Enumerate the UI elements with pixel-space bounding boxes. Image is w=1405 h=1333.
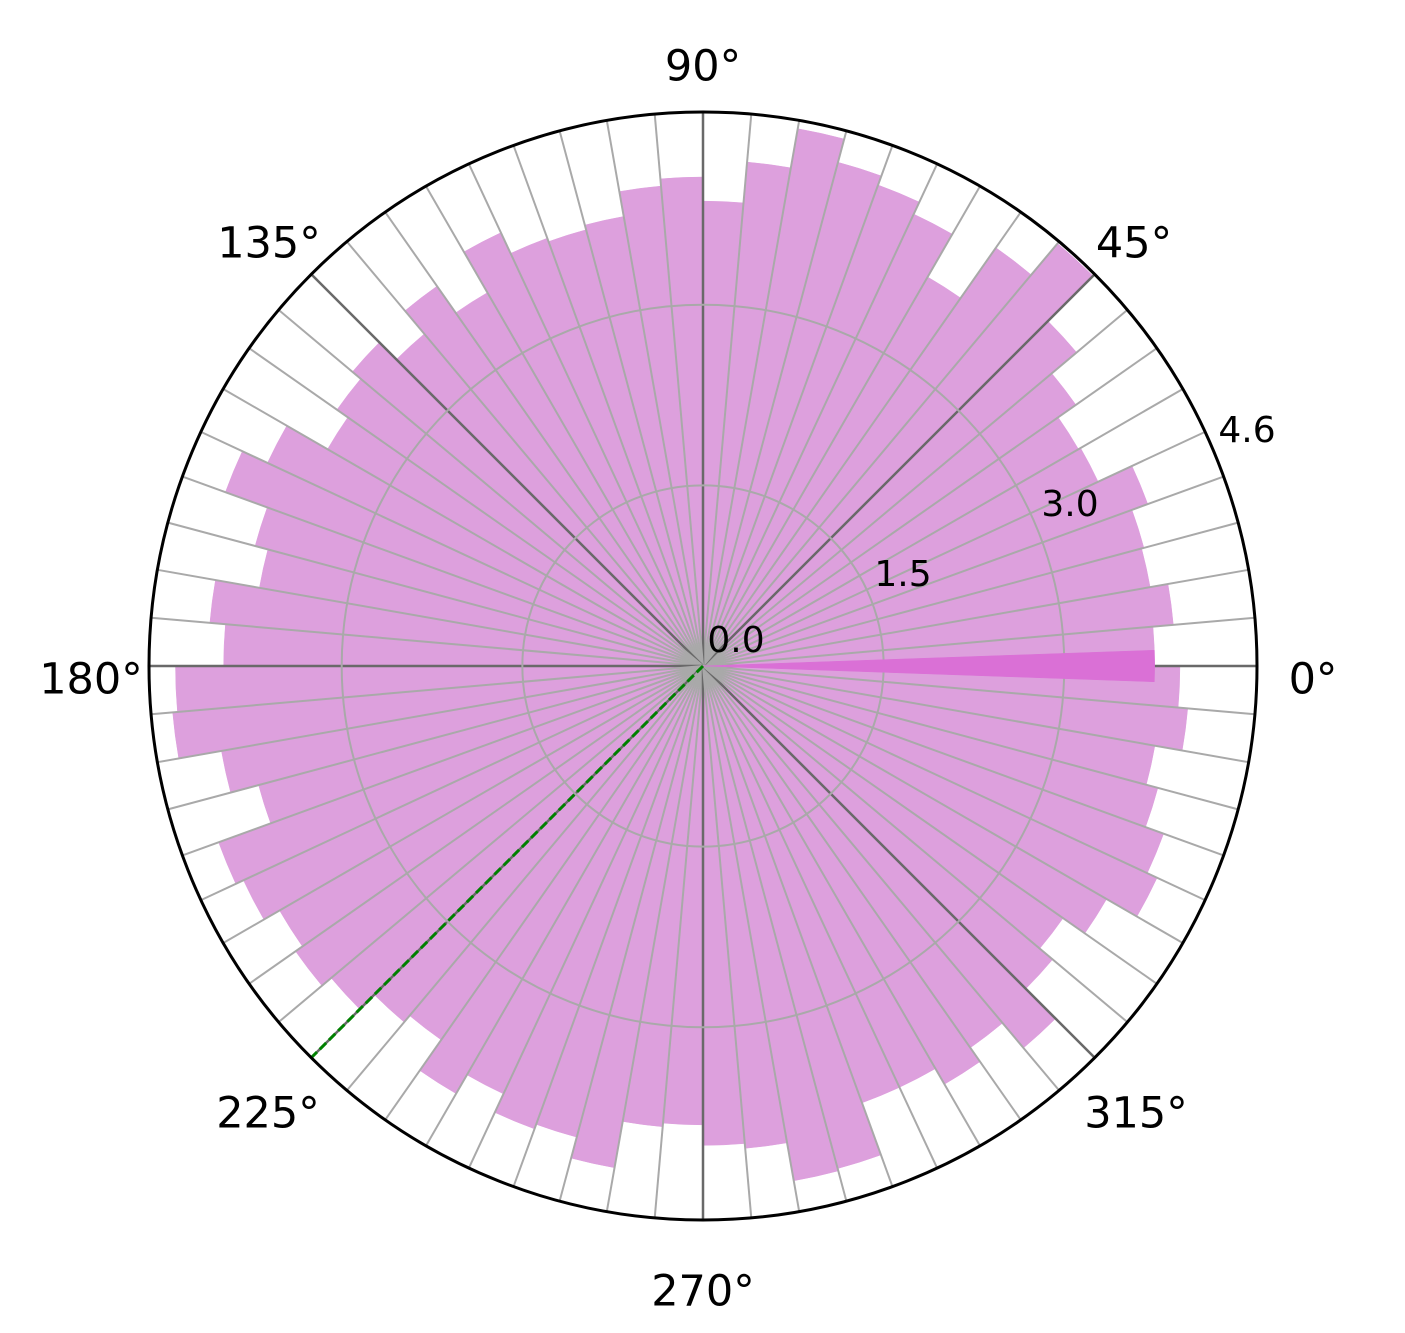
radial-grid-10: [702, 568, 1249, 667]
angle-label-315: 315°: [1084, 1089, 1188, 1139]
angle-label-225: 225°: [216, 1089, 320, 1139]
radial-grid-245: [467, 665, 704, 1169]
angle-label-90: 90°: [665, 42, 741, 92]
radial-grid-235: [384, 665, 704, 1121]
radial-grid-205: [200, 665, 704, 902]
angle-label-45: 45°: [1096, 219, 1172, 269]
radial-grid-165: [167, 521, 704, 667]
major-radial-grid-135: [310, 273, 704, 667]
zero-angle-highlight-bar: [702, 649, 1155, 683]
radial-grid-30: [702, 388, 1184, 667]
radial-grid-125: [384, 211, 704, 667]
radial-grid-190: [157, 665, 704, 764]
radial-grid-120: [425, 185, 704, 667]
radial-label-4-6: 4.6: [1218, 410, 1275, 451]
angle-label-135: 135°: [217, 219, 321, 269]
radial-grid-80: [702, 120, 801, 667]
radial-grid-290: [702, 665, 894, 1187]
radial-grid-160: [182, 475, 704, 667]
radial-grid-335: [702, 665, 1206, 902]
radial-grid-140: [277, 309, 704, 667]
radial-grid-185: [151, 665, 704, 716]
radial-grid-325: [702, 665, 1158, 985]
radial-grid-285: [702, 665, 848, 1202]
major-radial-grid-45: [702, 273, 1096, 667]
radial-grid-110: [512, 145, 704, 667]
radial-grid-200: [182, 665, 704, 857]
radial-grid-100: [605, 120, 704, 667]
radial-grid-105: [558, 130, 704, 667]
radial-grid-130: [346, 240, 704, 667]
radial-grid-40: [702, 309, 1129, 667]
radial-grid-300: [702, 665, 981, 1147]
radial-grid-255: [558, 665, 704, 1202]
radial-grid-65: [702, 163, 939, 667]
radial-grid-210: [222, 665, 704, 944]
radial-grid-170: [157, 568, 704, 667]
radial-grid-260: [605, 665, 704, 1212]
radial-grid-150: [222, 388, 704, 667]
reference-line-225: [310, 664, 705, 1059]
radial-grid-195: [167, 665, 704, 811]
radial-grid-240: [425, 665, 704, 1147]
radial-grid-95: [653, 114, 704, 667]
radial-grid-85: [702, 114, 753, 667]
radial-grid-5: [702, 616, 1255, 667]
radial-grid-280: [702, 665, 801, 1212]
angle-label-270: 270°: [651, 1267, 755, 1317]
radial-grid-220: [277, 665, 704, 1023]
radial-grid-175: [151, 616, 704, 667]
overlay-layer: [147, 110, 1259, 1222]
radial-grid-20: [702, 475, 1224, 667]
radial-grid-250: [512, 665, 704, 1187]
radial-grid-25: [702, 430, 1206, 667]
polar-outline-circle: [147, 110, 1259, 1222]
radial-grid-275: [702, 665, 753, 1218]
radial-grid-340: [702, 665, 1224, 857]
radial-grid-265: [653, 665, 704, 1218]
radial-grid-345: [702, 665, 1239, 811]
radial-grid-215: [248, 665, 704, 985]
radial-grid-330: [702, 665, 1184, 944]
radial-grid-320: [702, 665, 1129, 1023]
angle-label-180: 180°: [39, 655, 143, 705]
radial-grid-155: [200, 430, 704, 667]
radial-grid-55: [702, 211, 1022, 667]
radial-grid-310: [702, 665, 1060, 1092]
major-radial-grid-315: [702, 665, 1096, 1059]
radial-grid-350: [702, 665, 1249, 764]
radial-label-3-0: 3.0: [1041, 484, 1098, 525]
radial-grid-145: [248, 347, 704, 667]
radial-grid-35: [702, 347, 1158, 667]
radial-grid-115: [467, 163, 704, 667]
radial-grid-305: [702, 665, 1022, 1121]
radial-label-0-0: 0.0: [707, 620, 764, 661]
radial-label-1-5: 1.5: [874, 554, 931, 595]
labels-layer: 0° 45° 90° 135° 180° 225° 270° 315° 0.0 1.5 3.0 4.6: [39, 42, 1337, 1317]
radial-grid-295: [702, 665, 939, 1169]
radial-grid-60: [702, 185, 981, 667]
radial-grid-50: [702, 240, 1060, 667]
radial-grid-75: [702, 130, 848, 667]
radial-grid-70: [702, 145, 894, 667]
radial-grid-355: [702, 665, 1255, 716]
angle-label-0: 0°: [1289, 655, 1338, 705]
radial-grid-230: [346, 665, 704, 1092]
radial-grid-15: [702, 521, 1239, 667]
